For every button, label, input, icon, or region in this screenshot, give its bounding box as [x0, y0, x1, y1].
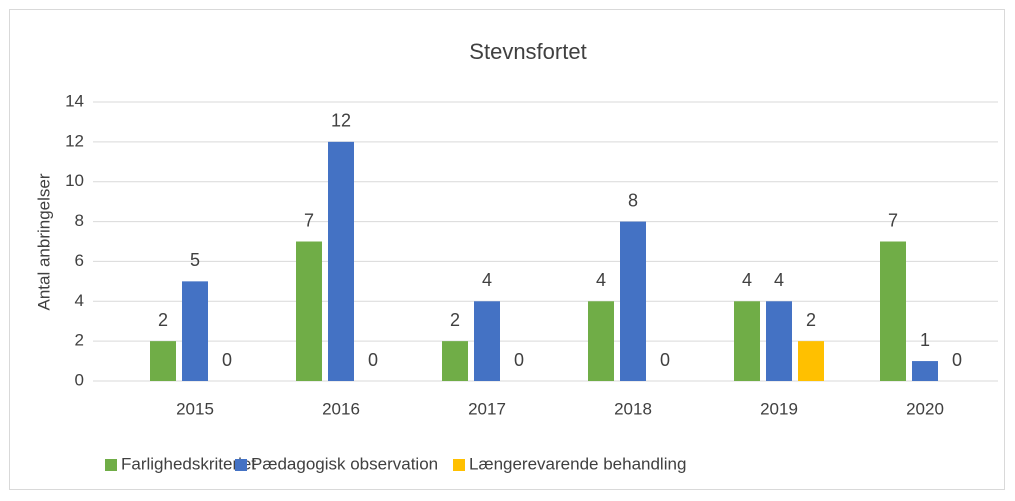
y-tick-label: 10	[65, 171, 84, 190]
data-label: 5	[190, 250, 200, 270]
data-label: 0	[660, 350, 670, 370]
data-label: 12	[331, 111, 351, 131]
chart-border	[9, 9, 1005, 490]
x-tick-label: 2015	[176, 399, 214, 418]
x-tick-label: 2017	[468, 399, 506, 418]
data-label: 8	[628, 190, 638, 210]
data-label: 0	[368, 350, 378, 370]
data-label: 4	[742, 270, 752, 290]
legend-swatch	[235, 459, 247, 471]
data-label: 0	[952, 350, 962, 370]
y-tick-label: 4	[75, 291, 84, 310]
chart-title: Stevnsfortet	[469, 39, 586, 64]
bar	[328, 141, 354, 381]
data-label: 0	[222, 350, 232, 370]
y-tick-label: 8	[75, 211, 84, 230]
legend-swatch	[105, 459, 117, 471]
bar	[620, 221, 646, 381]
data-label: 2	[158, 310, 168, 330]
data-label: 0	[514, 350, 524, 370]
y-tick-label: 0	[75, 370, 84, 389]
y-tick-label: 14	[65, 91, 84, 110]
x-tick-label: 2016	[322, 399, 360, 418]
legend-swatch	[453, 459, 465, 471]
bar	[766, 301, 792, 381]
bar	[880, 241, 906, 381]
data-label: 4	[482, 270, 492, 290]
y-tick-label: 2	[75, 331, 84, 350]
bar	[798, 341, 824, 381]
data-label: 1	[920, 330, 930, 350]
bar	[912, 361, 938, 381]
y-tick-label: 6	[75, 251, 84, 270]
data-label: 4	[596, 270, 606, 290]
bar	[182, 281, 208, 381]
bar	[734, 301, 760, 381]
bar	[150, 341, 176, 381]
data-label: 4	[774, 270, 784, 290]
y-axis-label: Antal anbringelser	[34, 173, 53, 310]
bar	[474, 301, 500, 381]
data-label: 7	[888, 210, 898, 230]
data-label: 2	[806, 310, 816, 330]
legend-label: Pædagogisk observation	[251, 454, 438, 473]
y-tick-label: 12	[65, 131, 84, 150]
x-tick-label: 2019	[760, 399, 798, 418]
data-label: 2	[450, 310, 460, 330]
x-tick-label: 2018	[614, 399, 652, 418]
legend-label: Længerevarende behandling	[469, 454, 686, 473]
data-label: 7	[304, 210, 314, 230]
bar	[442, 341, 468, 381]
legend-label: Farlighedskriteriet	[121, 454, 256, 473]
bar	[296, 241, 322, 381]
bar	[588, 301, 614, 381]
x-tick-label: 2020	[906, 399, 944, 418]
